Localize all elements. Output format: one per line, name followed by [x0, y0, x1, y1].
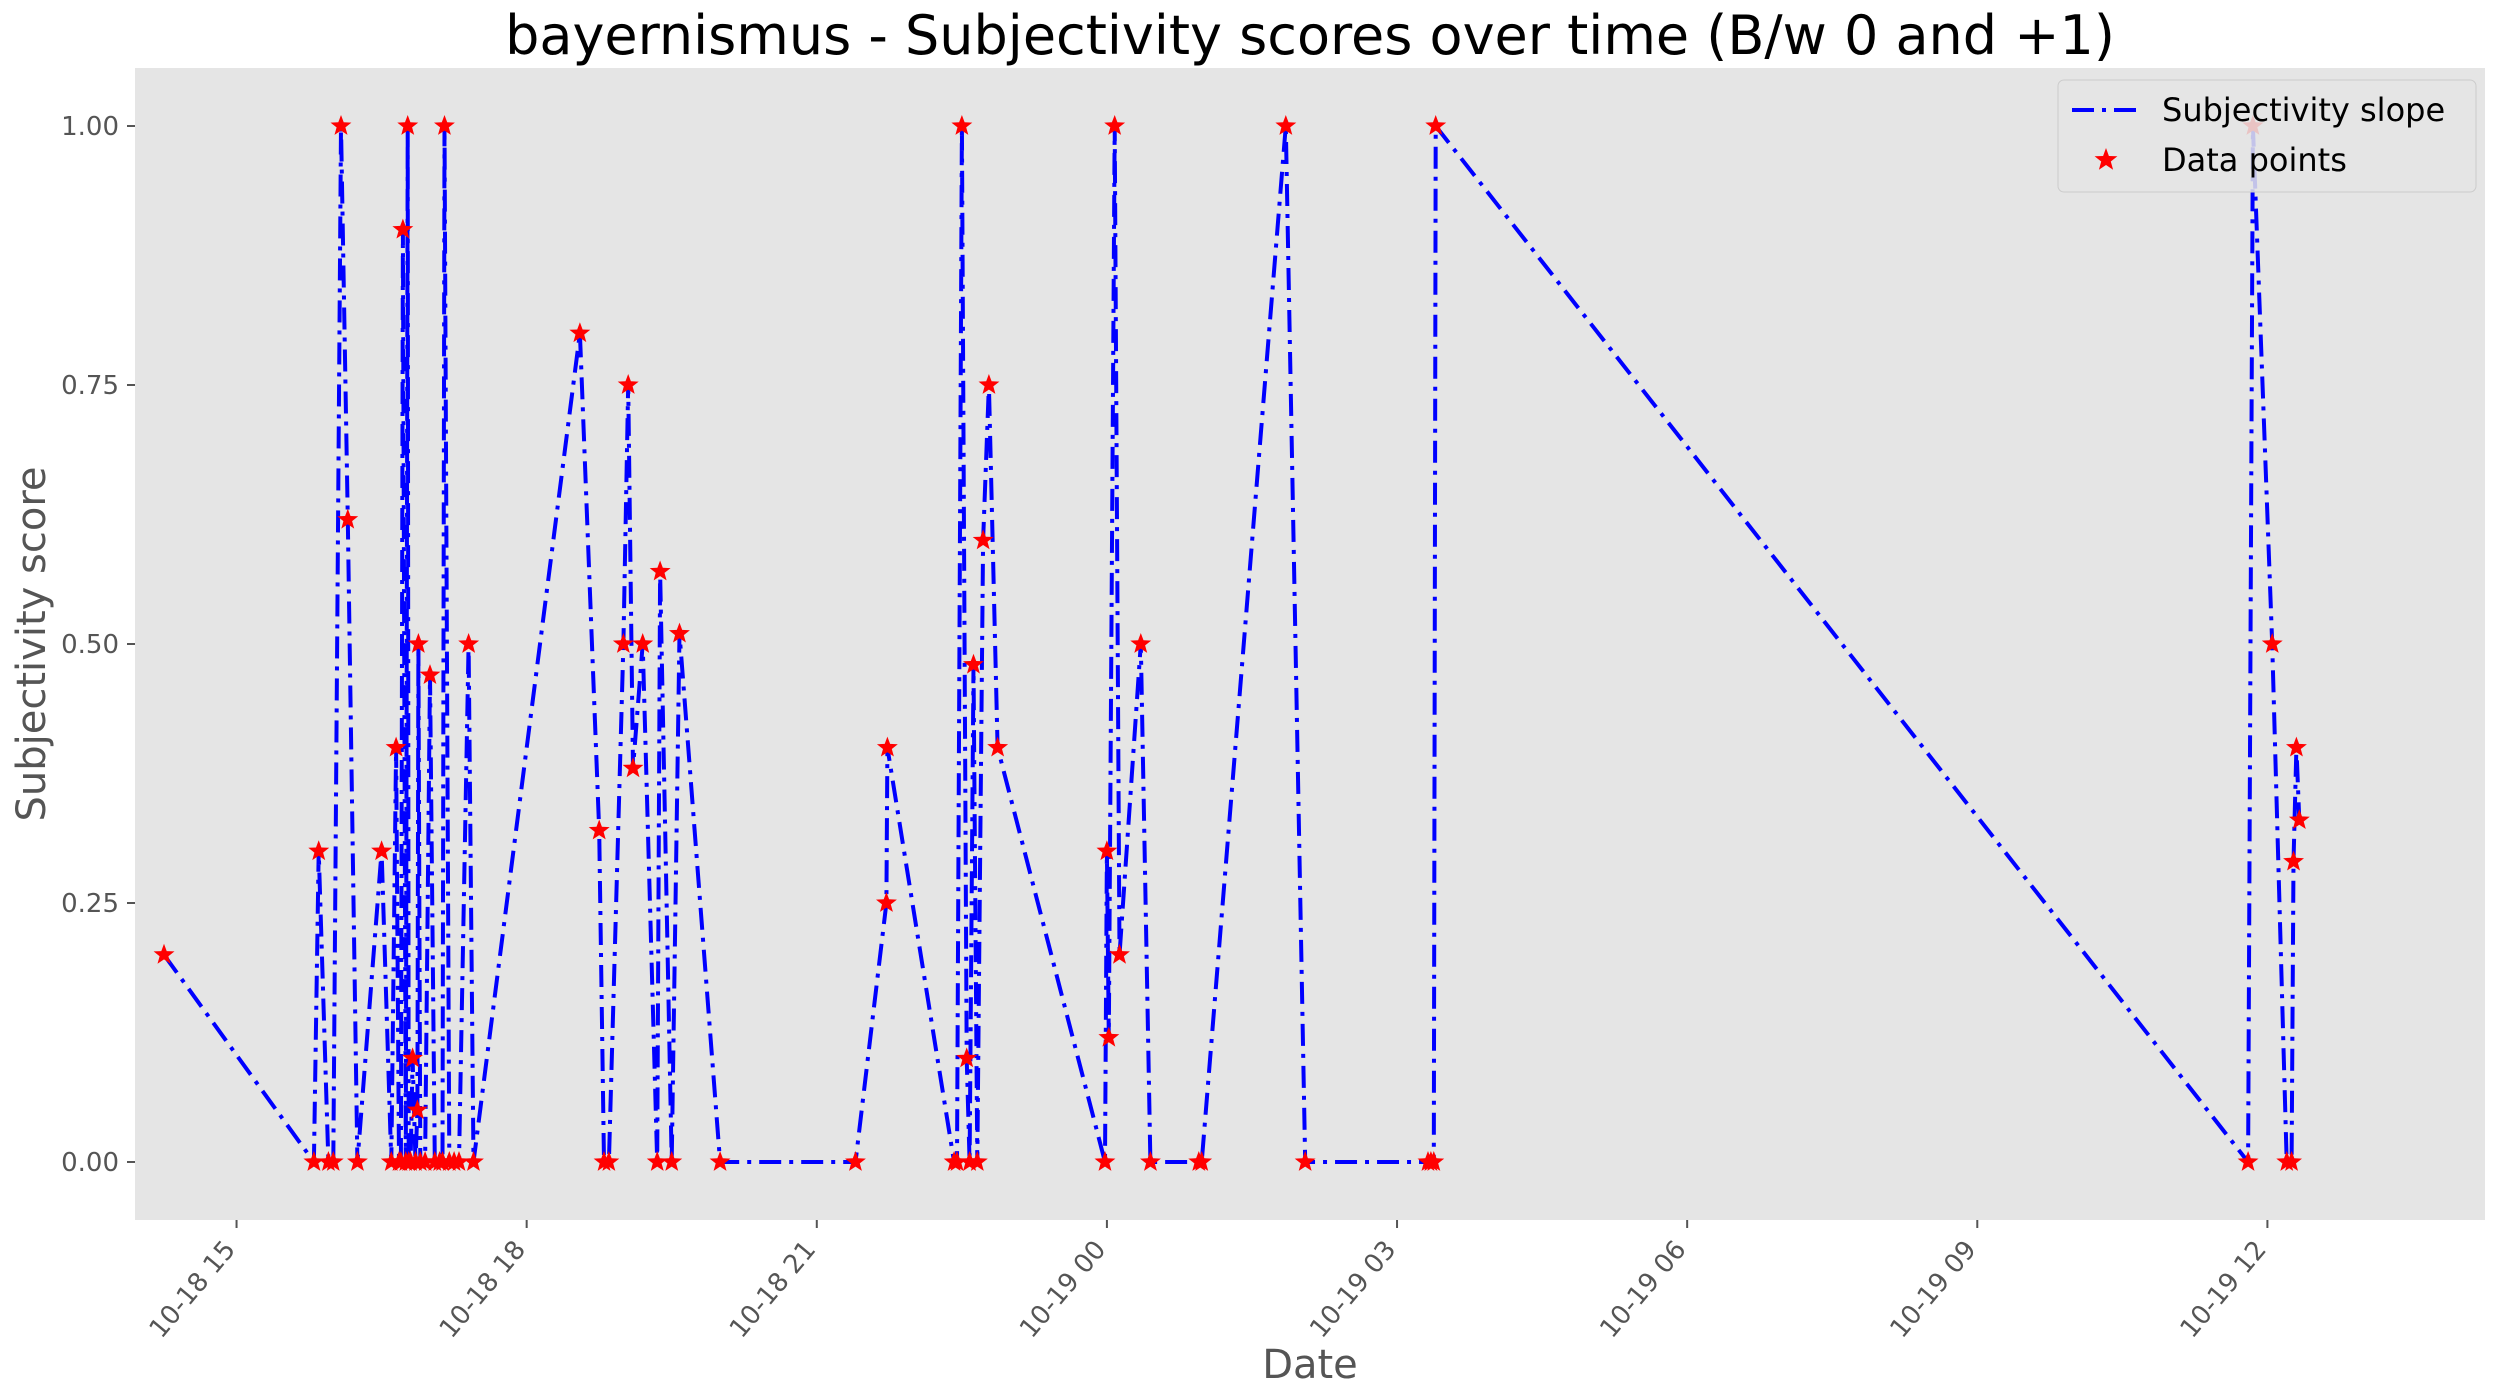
data-points-layer: [153, 115, 2310, 1171]
data-point: [622, 757, 644, 778]
legend-label-data-points: Data points: [2162, 141, 2347, 179]
data-point: [876, 736, 898, 757]
data-point: [402, 1047, 423, 1068]
data-point: [458, 633, 480, 653]
x-tick-label: 10-19 00: [1014, 1235, 1112, 1344]
data-point: [371, 840, 393, 861]
data-point: [1425, 115, 1447, 135]
chart-title: bayernismus - Subjectivity scores over t…: [505, 4, 2115, 67]
data-point: [972, 529, 994, 550]
x-tick-label: 10-19 09: [1885, 1235, 1983, 1344]
legend-label-subjectivity-slope: Subjectivity slope: [2162, 91, 2445, 129]
data-point: [1098, 1026, 1120, 1047]
data-point: [380, 1151, 402, 1171]
data-point: [946, 1151, 968, 1171]
data-point: [1140, 1151, 1161, 1171]
data-point: [2283, 850, 2304, 871]
data-point: [661, 1151, 683, 1171]
data-point: [987, 736, 1009, 757]
data-point: [588, 819, 610, 840]
x-tick-label: 10-18 15: [144, 1235, 242, 1344]
data-point: [153, 943, 175, 964]
data-point: [1104, 115, 1126, 135]
data-point: [963, 653, 984, 674]
x-tick-label: 10-18 21: [724, 1235, 822, 1344]
data-point: [1423, 1151, 1445, 1171]
data-point: [1109, 943, 1130, 964]
data-point: [598, 1151, 620, 1171]
y-tick-label: 0.75: [61, 371, 119, 401]
data-point: [2281, 1151, 2302, 1171]
data-point: [845, 1151, 866, 1171]
data-point: [956, 1047, 978, 1068]
data-point: [709, 1151, 731, 1171]
y-tick-label: 0.50: [61, 630, 119, 660]
legend-box: [2057, 79, 2477, 193]
data-point: [966, 1151, 988, 1171]
data-point: [632, 633, 654, 653]
data-point: [385, 736, 407, 757]
data-point: [347, 1151, 368, 1171]
data-point: [649, 560, 671, 581]
data-point: [951, 115, 973, 135]
y-tick-label: 1.00: [61, 112, 119, 142]
x-axis-label: Date: [1262, 1342, 1358, 1388]
data-point: [1294, 1151, 1316, 1171]
data-point: [1130, 633, 1152, 653]
y-tick-label: 0.00: [61, 1148, 119, 1178]
data-point: [414, 1151, 436, 1171]
data-point: [448, 1151, 470, 1171]
x-tick-label: 10-19 06: [1594, 1235, 1692, 1344]
data-point: [978, 374, 1000, 394]
data-point: [1191, 1151, 1213, 1171]
data-point: [337, 508, 359, 529]
data-point: [406, 1099, 428, 1120]
data-point: [612, 633, 634, 653]
legend-star-icon: [2094, 148, 2118, 170]
x-tick-label: 10-18 18: [434, 1235, 532, 1344]
x-tick-label: 10-19 12: [2175, 1235, 2273, 1344]
data-point: [330, 115, 352, 135]
data-point: [397, 115, 419, 135]
data-point: [617, 374, 639, 394]
data-point: [1094, 1151, 1116, 1171]
data-point: [463, 1151, 484, 1171]
data-point: [1096, 840, 1118, 861]
data-point: [646, 1151, 668, 1171]
data-point: [2286, 736, 2307, 757]
data-point: [392, 218, 414, 239]
data-point: [959, 1151, 981, 1171]
y-tick-label: 0.25: [61, 889, 119, 919]
legend: Subjectivity slope Data points: [2057, 79, 2477, 193]
data-point: [876, 892, 897, 912]
data-point: [1275, 115, 1297, 135]
data-point: [303, 1151, 325, 1171]
data-point: [669, 622, 690, 643]
data-point: [2237, 1151, 2259, 1171]
y-axis-label: Subjectivity score: [9, 467, 55, 822]
data-point: [569, 322, 591, 343]
x-tick-label: 10-19 03: [1304, 1235, 1402, 1344]
data-point: [407, 633, 429, 653]
data-point: [322, 1151, 344, 1171]
data-point: [419, 664, 441, 684]
data-point: [2261, 633, 2283, 653]
plot-area: [135, 68, 2485, 1220]
data-point: [2288, 809, 2310, 829]
data-point: [308, 840, 330, 861]
data-point: [434, 115, 455, 135]
